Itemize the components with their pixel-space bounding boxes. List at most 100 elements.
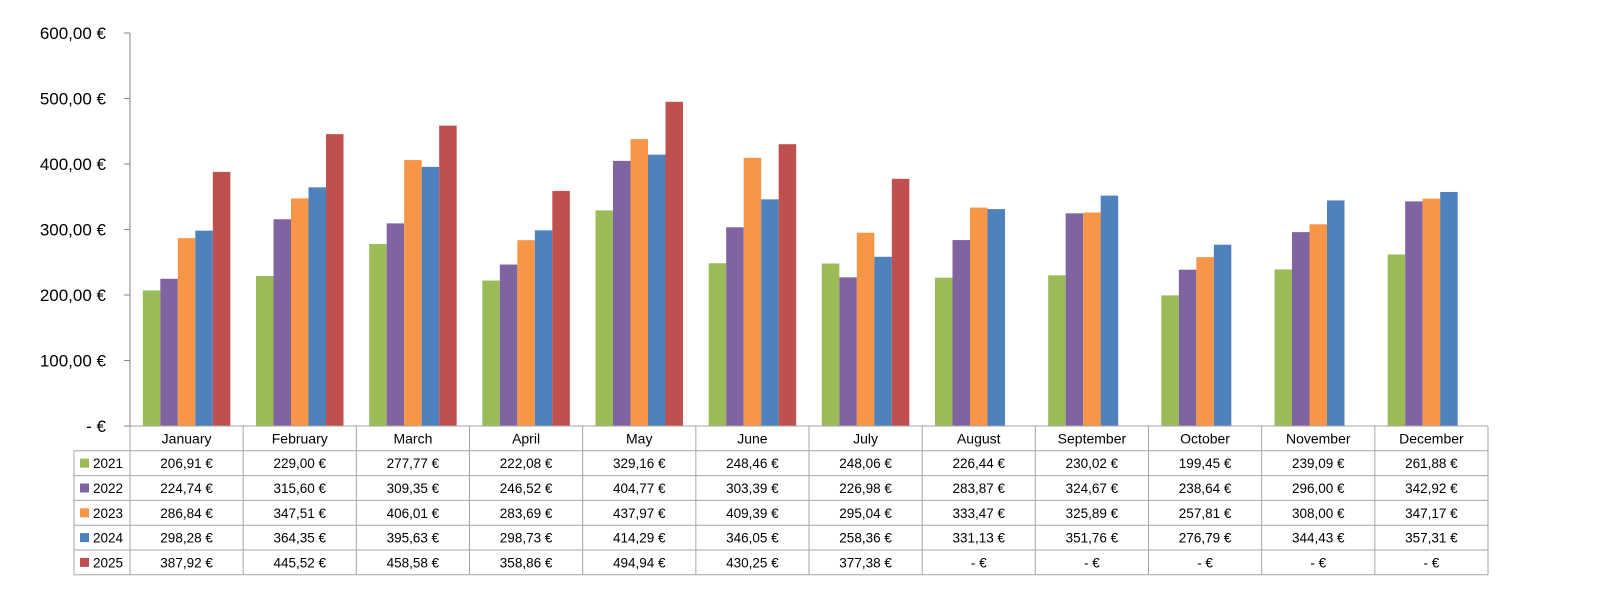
bar-2021-may — [595, 210, 613, 426]
data-label-2023-march: 406,01 € — [387, 506, 440, 521]
bar-2023-march — [404, 160, 422, 426]
data-label-2025-september: - € — [1084, 555, 1100, 570]
category-label-june: June — [737, 430, 768, 446]
category-label-july: July — [853, 430, 878, 446]
category-label-december: December — [1399, 430, 1464, 446]
category-label-august: August — [957, 430, 1001, 446]
bar-2022-july — [839, 277, 857, 426]
bar-2023-august — [970, 207, 988, 426]
data-label-2024-august: 331,13 € — [952, 531, 1005, 546]
bar-2022-october — [1178, 269, 1197, 426]
data-label-2024-december: 357,31 € — [1405, 531, 1458, 546]
bar-2024-june — [761, 199, 779, 426]
bar-2021-august — [935, 277, 953, 426]
data-label-2023-october: 257,81 € — [1179, 506, 1232, 521]
legend-label-2021: 2021 — [93, 456, 123, 471]
legend-swatch-2022 — [80, 483, 89, 493]
data-label-2025-march: 458,58 € — [387, 555, 440, 570]
data-label-2021-december: 261,88 € — [1405, 456, 1458, 471]
category-label-march: March — [393, 430, 432, 446]
bar-2022-june — [726, 227, 744, 426]
data-label-2025-june: 430,25 € — [726, 555, 779, 570]
data-label-2024-january: 298,28 € — [160, 531, 213, 546]
data-label-2022-november: 296,00 € — [1292, 481, 1345, 496]
data-label-2025-december: - € — [1424, 555, 1440, 570]
bar-2023-june — [743, 157, 762, 426]
bar-2025-june — [778, 144, 797, 426]
bar-2021-september — [1048, 275, 1066, 426]
data-label-2024-october: 276,79 € — [1179, 531, 1232, 546]
data-label-2025-november: - € — [1310, 555, 1326, 570]
legend-label-2024: 2024 — [93, 531, 124, 546]
bar-2025-march — [439, 125, 457, 426]
bar-2023-may — [630, 139, 648, 426]
legend-swatch-2021 — [80, 458, 89, 468]
data-label-2023-september: 325,89 € — [1066, 506, 1119, 521]
category-label-february: February — [272, 430, 328, 446]
data-label-2025-may: 494,94 € — [613, 555, 666, 570]
data-label-2022-may: 404,77 € — [613, 481, 666, 496]
bar-2024-february — [308, 187, 326, 426]
bar-2022-september — [1065, 213, 1084, 426]
y-tick-label: 600,00 € — [40, 24, 107, 43]
legend-swatch-2024 — [80, 533, 89, 543]
data-label-2024-may: 414,29 € — [613, 531, 666, 546]
bar-2024-january — [195, 230, 213, 426]
bar-2023-september — [1083, 212, 1101, 426]
y-tick-label: 400,00 € — [40, 155, 107, 174]
bar-2024-april — [534, 230, 553, 426]
bar-2022-april — [499, 264, 518, 426]
data-label-2024-june: 346,05 € — [726, 531, 779, 546]
bar-2023-january — [177, 238, 196, 426]
data-label-2023-june: 409,39 € — [726, 506, 779, 521]
data-label-2023-december: 347,17 € — [1405, 506, 1458, 521]
bar-2025-april — [552, 190, 570, 426]
data-label-2021-may: 329,16 € — [613, 456, 666, 471]
category-label-november: November — [1286, 430, 1351, 446]
data-label-2021-june: 248,46 € — [726, 456, 779, 471]
data-label-2025-august: - € — [971, 555, 987, 570]
bar-2025-february — [326, 134, 344, 426]
bar-2022-august — [952, 240, 970, 426]
data-label-2025-april: 358,86 € — [500, 555, 553, 570]
bar-2021-october — [1161, 295, 1179, 426]
y-tick-label: 300,00 € — [40, 221, 107, 240]
legend-label-2025: 2025 — [93, 555, 123, 570]
bar-2023-december — [1422, 198, 1441, 426]
data-label-2023-august: 333,47 € — [952, 506, 1005, 521]
data-label-2022-february: 315,60 € — [273, 481, 326, 496]
data-label-2022-march: 309,35 € — [387, 481, 440, 496]
legend-label-2022: 2022 — [93, 481, 123, 496]
data-label-2024-september: 351,76 € — [1066, 531, 1119, 546]
bar-2021-november — [1274, 269, 1292, 426]
bar-2023-october — [1196, 257, 1214, 426]
bar-2025-may — [665, 101, 683, 426]
y-tick-label: - € — [86, 417, 106, 436]
bar-2023-february — [291, 198, 309, 426]
bar-2023-april — [517, 240, 535, 426]
data-label-2024-april: 298,73 € — [500, 531, 553, 546]
data-label-2022-september: 324,67 € — [1066, 481, 1119, 496]
data-label-2025-july: 377,38 € — [839, 555, 892, 570]
category-label-may: May — [626, 430, 652, 446]
bar-2021-february — [256, 276, 274, 426]
bar-2024-july — [874, 256, 892, 426]
data-label-2022-april: 246,52 € — [500, 481, 553, 496]
bar-2021-june — [708, 263, 727, 426]
bar-2024-may — [648, 154, 666, 426]
y-tick-label: 200,00 € — [40, 286, 107, 305]
bars — [142, 101, 1458, 427]
bar-2022-february — [273, 219, 291, 426]
data-label-2023-november: 308,00 € — [1292, 506, 1345, 521]
y-axis: - € 100,00 € 200,00 € 300,00 € 400,00 € 500,0… — [40, 24, 131, 436]
bar-2024-december — [1440, 191, 1458, 426]
data-label-2021-february: 229,00 € — [273, 456, 326, 471]
category-label-april: April — [512, 430, 540, 446]
data-label-2021-january: 206,91 € — [160, 456, 213, 471]
y-tick-label: 500,00 € — [40, 90, 107, 109]
data-label-2024-november: 344,43 € — [1292, 531, 1345, 546]
data-label-2021-march: 277,77 € — [387, 456, 440, 471]
data-label-2023-january: 286,84 € — [160, 506, 213, 521]
bar-2022-may — [613, 160, 631, 426]
